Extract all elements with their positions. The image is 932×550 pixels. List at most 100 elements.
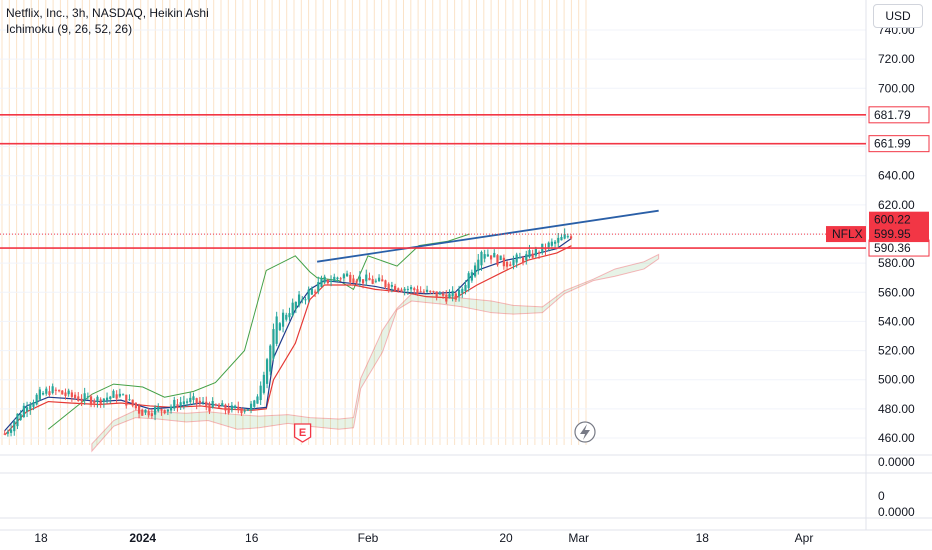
candle-body <box>278 323 281 331</box>
candle-body <box>473 265 477 277</box>
candle-body <box>61 390 64 395</box>
candle-body <box>179 402 182 407</box>
candle-body <box>288 313 291 318</box>
lower-pane-label: 0 <box>878 489 885 503</box>
candle-body <box>51 386 54 394</box>
candle-body <box>409 287 413 290</box>
candle-body <box>557 237 560 243</box>
session-stripes <box>1 0 587 445</box>
candle-body <box>563 234 566 239</box>
candle-body <box>470 272 473 281</box>
candle-body <box>374 280 377 282</box>
candle-body <box>390 284 393 287</box>
candle-body <box>387 283 390 290</box>
candle-body <box>198 400 201 404</box>
candle-body <box>157 406 160 411</box>
candles <box>3 228 573 437</box>
candle-body <box>342 274 345 279</box>
candle-body <box>457 289 461 297</box>
y-tick-label: 540.00 <box>878 314 915 328</box>
candle-body <box>163 409 166 414</box>
candle-body <box>489 255 493 260</box>
candle-body <box>451 290 454 296</box>
x-tick-label: 16 <box>245 531 259 545</box>
candle-body <box>48 391 51 396</box>
candle-body <box>419 291 422 293</box>
candle-body <box>147 411 150 416</box>
lightning-icon[interactable] <box>574 421 596 443</box>
candle-body <box>253 400 256 407</box>
candle-body <box>349 274 352 283</box>
candle-body <box>393 285 397 291</box>
candle-body <box>361 279 365 284</box>
candle-body <box>137 405 141 414</box>
candle-body <box>57 390 61 392</box>
candle-body <box>205 401 208 406</box>
candle-body <box>83 393 86 400</box>
lagging-span-line <box>47 233 470 430</box>
candle-body <box>464 284 467 292</box>
level-label: 661.99 <box>874 137 911 151</box>
candle-body <box>297 294 301 306</box>
candle-body <box>320 278 323 287</box>
candle-body <box>371 279 374 284</box>
kijun-line <box>4 245 572 436</box>
y-tick-label: 620.00 <box>878 198 915 212</box>
candle-body <box>531 253 534 258</box>
candle-body <box>560 236 563 241</box>
candle-body <box>445 294 448 302</box>
candle-body <box>377 277 381 282</box>
y-tick-label: 700.00 <box>878 81 915 95</box>
candle-body <box>3 433 6 435</box>
candle-body <box>77 396 80 401</box>
candle-body <box>310 288 313 295</box>
candle-body <box>502 257 505 267</box>
chart-title[interactable]: Netflix, Inc., 3h, NASDAQ, Heikin Ashi <box>6 6 209 20</box>
ichimoku-cloud <box>91 253 660 453</box>
candle-body <box>272 329 275 359</box>
x-tick-label: 2024 <box>129 531 156 545</box>
candle-body <box>173 399 176 409</box>
last-price-label: 599.95 <box>874 227 911 241</box>
candle-body <box>35 394 38 405</box>
candle-body <box>144 409 147 413</box>
candle-body <box>537 252 541 254</box>
candle-body <box>291 302 294 316</box>
y-tick-label: 480.00 <box>878 402 915 416</box>
candle-body <box>547 242 550 249</box>
candle-body <box>243 410 246 412</box>
level-label-box <box>868 135 930 153</box>
y-tick-label: 560.00 <box>878 285 915 299</box>
candle-body <box>432 291 435 293</box>
indicator-legend[interactable]: Ichimoku (9, 26, 52, 26) <box>6 22 133 36</box>
candle-body <box>182 401 185 405</box>
candle-body <box>131 399 134 406</box>
candle-body <box>486 254 489 257</box>
earnings-marker[interactable]: E <box>293 423 312 443</box>
candle-body <box>493 252 496 258</box>
symbol-tag: NFLX <box>832 227 863 241</box>
candle-body <box>512 259 515 266</box>
candle-body <box>521 257 525 263</box>
candle-body <box>294 301 297 309</box>
candle-body <box>211 400 214 408</box>
candle-body <box>275 316 278 344</box>
currency-button[interactable]: USD <box>873 4 923 28</box>
candle-body <box>70 392 73 397</box>
candle-body <box>67 390 70 395</box>
candle-body <box>99 399 102 405</box>
candle-body <box>141 409 144 416</box>
candle-body <box>301 299 304 301</box>
x-tick-label: 18 <box>34 531 48 545</box>
level-label: 681.79 <box>874 108 911 122</box>
candle-body <box>550 241 553 246</box>
earnings-label: E <box>299 427 306 439</box>
trendline <box>317 209 659 263</box>
candle-body <box>19 414 22 420</box>
candle-body <box>227 407 230 413</box>
candle-body <box>515 254 518 263</box>
candle-body <box>41 392 45 395</box>
candle-body <box>214 404 217 406</box>
candle-body <box>166 409 169 412</box>
